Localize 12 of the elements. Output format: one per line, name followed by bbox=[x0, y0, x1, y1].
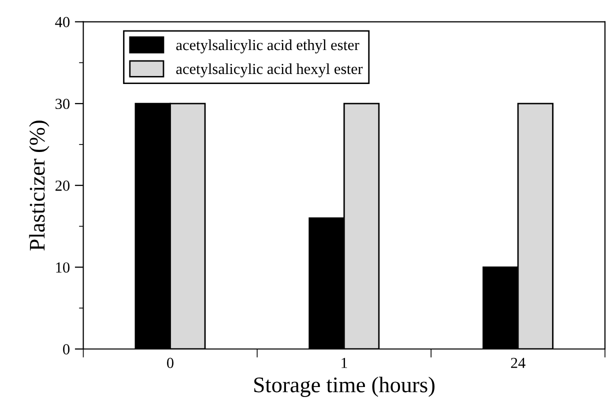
x-tick-label: 1 bbox=[342, 358, 348, 368]
legend-label: acetylsalicylic acid ethyl ester bbox=[176, 39, 360, 54]
x-tick-label: 0 bbox=[167, 358, 174, 368]
y-tick-label: 40 bbox=[55, 16, 70, 28]
y-axis-title: Plasticizer (%) bbox=[29, 120, 50, 250]
x-tick-label: 24 bbox=[511, 358, 526, 368]
y-tick-label: 20 bbox=[55, 180, 70, 191]
x-axis-title: Storage time (hours) bbox=[254, 376, 434, 397]
y-tick-label: 30 bbox=[56, 98, 70, 110]
legend-label: acetylsalicylic acid hexyl ester bbox=[176, 63, 363, 78]
y-tick-label: 0 bbox=[63, 344, 70, 354]
y-tick-label: 10 bbox=[56, 262, 70, 273]
